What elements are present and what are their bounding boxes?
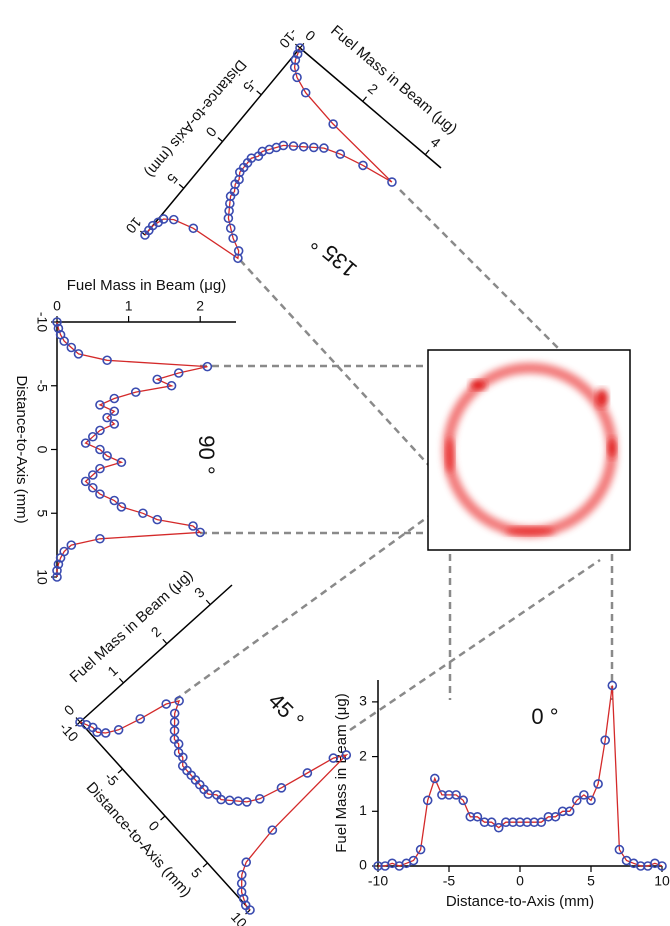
x-tick-label: -10 [34, 312, 50, 332]
x-axis-label: Distance-to-Axis (mm) [141, 56, 249, 181]
ring-hotspot [608, 438, 616, 458]
x-tick-label: 5 [164, 171, 181, 187]
x-tick [118, 769, 122, 773]
y-tick-label: 4 [428, 133, 444, 150]
y-tick-label: 2 [148, 623, 165, 640]
ring-hotspot [470, 380, 486, 390]
panel: -10-50510024Distance-to-Axis (mm)Fuel Ma… [123, 22, 461, 282]
x-tick-label: 0 [203, 124, 220, 140]
connector [400, 190, 585, 375]
panel: -10-505100123Distance-to-Axis (mm)Fuel M… [56, 567, 350, 926]
y-tick [119, 678, 123, 682]
x-tick-label: -10 [56, 719, 82, 745]
ring-hotspot [596, 389, 608, 407]
x-tick-label: -5 [240, 75, 260, 95]
image-frame [428, 350, 630, 550]
y-tick [363, 97, 367, 102]
ring-hotspot [505, 527, 555, 535]
panel: -10 -5 0 5 10 0 1 2 Distance-to-Axis (mm) Fuel Ma… [13, 277, 236, 585]
x-tick-label: 5 [587, 873, 595, 889]
y-axis-label: Fuel Mass in Beam (μg) [327, 22, 460, 138]
y-tick-label: 0 [53, 298, 61, 314]
y-tick-label: 1 [125, 298, 133, 314]
ring-hotspot [446, 437, 454, 473]
x-tick [179, 184, 184, 188]
y-axis-label: Fuel Mass in Beam (μg) [67, 277, 227, 294]
data-line [378, 686, 662, 867]
connector [350, 560, 600, 730]
y-tick-label: 2 [196, 298, 204, 314]
y-axis-label: Fuel Mass in Beam (μg) [333, 693, 350, 853]
x-tick-label: 0 [516, 873, 524, 889]
x-tick-label: 10 [34, 569, 50, 585]
y-tick [163, 639, 167, 643]
x-tick-label: -5 [34, 380, 50, 393]
figure: -10-505100123Distance-to-Axis (mm)Fuel M… [0, 0, 670, 926]
y-tick [425, 150, 429, 155]
y-tick-label: 1 [359, 802, 367, 818]
angle-annotation: 90 ° [194, 435, 219, 474]
x-tick [161, 816, 165, 820]
y-tick-label: 1 [104, 662, 121, 679]
panel: -10 -5 0 5 10 0 1 2 3 Distance-to-Axis (mm) Fuel M… [333, 680, 670, 910]
y-tick-label: 2 [365, 80, 381, 97]
y-tick-label: 0 [302, 27, 318, 44]
x-tick-label: 0 [146, 818, 163, 835]
x-tick-label: 0 [34, 446, 50, 454]
angle-annotation: 135 ° [306, 230, 362, 282]
x-tick-label: -10 [368, 873, 388, 889]
y-tick-label: 0 [359, 857, 367, 873]
ring-image [428, 350, 630, 550]
x-axis-label: Distance-to-Axis (mm) [83, 779, 195, 901]
y-tick-label: 3 [359, 693, 367, 709]
x-tick-label: -10 [276, 26, 301, 52]
x-tick-label: 5 [188, 865, 205, 882]
x-tick-label: 5 [34, 509, 50, 517]
x-tick [257, 91, 262, 95]
y-tick [206, 600, 210, 604]
y-tick-label: 3 [191, 584, 208, 601]
y-axis-label: Fuel Mass in Beam (μg) [67, 567, 197, 686]
x-axis-label: Distance-to-Axis (mm) [446, 893, 594, 910]
angle-annotation: 45 ° [263, 688, 309, 734]
y-tick-label: 0 [61, 701, 78, 718]
x-tick-label: 10 [654, 873, 670, 889]
angle-annotation: 0 ° [531, 704, 558, 729]
x-tick [218, 138, 223, 142]
x-tick [203, 863, 207, 867]
y-tick-label: 2 [359, 747, 367, 763]
data-line [57, 322, 207, 577]
x-axis-label: Distance-to-Axis (mm) [13, 375, 30, 523]
x-tick-label: -5 [443, 873, 456, 889]
connector [175, 490, 465, 700]
